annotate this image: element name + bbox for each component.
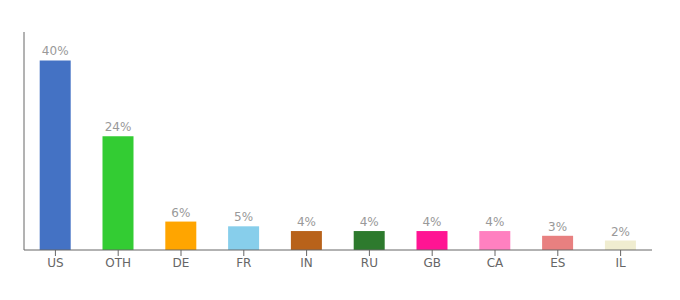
svg-text:5%: 5% xyxy=(234,210,253,224)
svg-text:3%: 3% xyxy=(548,220,567,234)
svg-text:4%: 4% xyxy=(422,215,441,229)
svg-text:IL: IL xyxy=(615,256,626,270)
svg-text:2%: 2% xyxy=(611,225,630,239)
svg-text:ES: ES xyxy=(550,256,565,270)
svg-text:6%: 6% xyxy=(171,206,190,220)
svg-text:OTH: OTH xyxy=(105,256,131,270)
svg-text:40%: 40% xyxy=(42,44,69,58)
svg-text:FR: FR xyxy=(236,256,251,270)
svg-text:US: US xyxy=(47,256,63,270)
svg-text:IN: IN xyxy=(300,256,313,270)
svg-text:CA: CA xyxy=(487,256,504,270)
svg-text:4%: 4% xyxy=(485,215,504,229)
svg-text:24%: 24% xyxy=(105,120,132,134)
svg-text:RU: RU xyxy=(361,256,378,270)
svg-text:GB: GB xyxy=(423,256,441,270)
svg-text:4%: 4% xyxy=(297,215,316,229)
svg-text:DE: DE xyxy=(173,256,190,270)
svg-text:4%: 4% xyxy=(360,215,379,229)
